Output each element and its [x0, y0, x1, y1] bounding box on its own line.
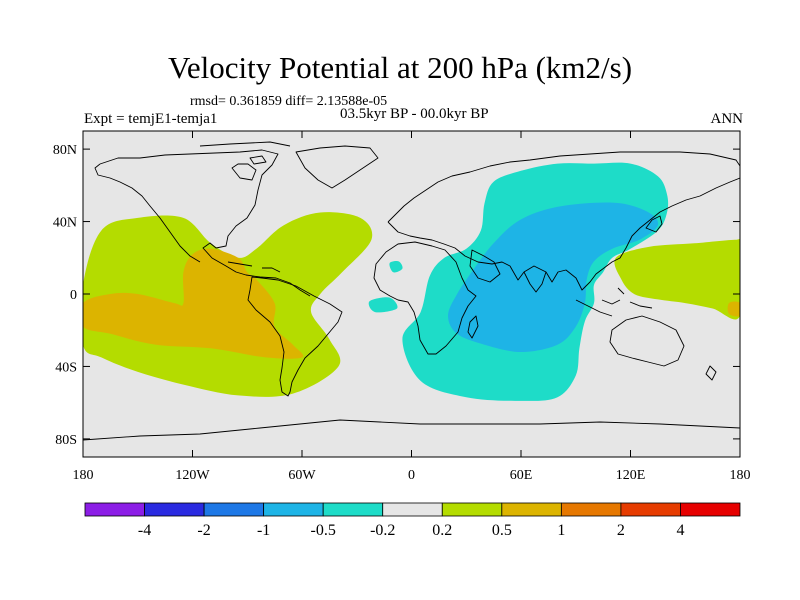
coastline-caribbean	[227, 261, 281, 273]
coastline-maritime	[575, 287, 653, 317]
experiment-label: Expt = temjE1-temja1	[84, 111, 218, 127]
x-tick-label: 180	[73, 468, 94, 483]
coastline-australia	[609, 315, 685, 367]
coastline-south-america	[247, 276, 343, 397]
y-tick-label: 40S	[55, 360, 77, 375]
contour-region-dateline-spot	[727, 301, 740, 317]
x-tick-label: 120E	[616, 468, 646, 483]
colorbar-label: 1	[557, 522, 565, 539]
x-tick-label: 120W	[175, 468, 210, 483]
contour-region-indian-ocean-core	[448, 202, 659, 352]
colorbar-label: -2	[197, 522, 210, 539]
colorbar-label: -0.5	[311, 522, 336, 539]
period-label: 03.5kyr BP - 00.0kyr BP	[340, 106, 489, 122]
colorbar-label: -4	[138, 522, 151, 539]
coastline-arabia	[469, 249, 501, 283]
coastline-africa	[373, 241, 477, 355]
coastline-antarctica	[83, 419, 740, 441]
colorbar-label: 4	[676, 522, 684, 539]
contour-fill-layer	[83, 162, 740, 401]
colorbar-swatch	[560, 502, 622, 517]
colorbar-label: -1	[257, 522, 270, 539]
colorbar-swatch	[680, 502, 741, 517]
coastline-new-zealand	[705, 365, 717, 381]
colorbar-swatch	[382, 502, 443, 517]
coastline-hudson-bay	[231, 163, 257, 181]
colorbar: -4 -2 -1 -0.5 -0.2 0.2 0.5 1 2 4	[84, 502, 741, 539]
map-axes: 180 120W 60W 0 60E 120E 180 80N 40N 0 40S 80S	[53, 131, 751, 483]
colorbar-swatch	[203, 502, 265, 517]
colorbar-label: 0.2	[432, 522, 452, 539]
colorbar-label: 0.5	[492, 522, 512, 539]
coastline-alaska	[94, 163, 201, 263]
colorbar-swatch	[84, 502, 145, 517]
contour-region-gulf-of-guinea-small	[368, 297, 398, 313]
colorbar-swatch	[620, 502, 681, 517]
colorbar-swatch	[441, 502, 503, 517]
colorbar-label: -0.2	[370, 522, 395, 539]
colorbar-swatch	[263, 502, 324, 517]
y-tick-label: 40N	[53, 216, 77, 231]
coastline-arctic-islands	[199, 141, 291, 165]
coastline-eurasia	[387, 151, 740, 291]
coastline-japan	[645, 215, 663, 233]
coastline-north-america	[99, 149, 311, 297]
x-tick-label: 60E	[510, 468, 533, 483]
statistics-label: rmsd= 0.361859 diff= 2.13588e-05	[190, 94, 388, 109]
y-tick-label: 0	[70, 288, 77, 303]
coastline-madagascar	[467, 315, 479, 339]
contour-region-pacific-americas-core	[83, 248, 304, 359]
x-tick-label: 60W	[288, 468, 316, 483]
y-tick-label: 80S	[55, 433, 77, 448]
contour-region-west-africa-small	[389, 261, 403, 273]
contour-region-west-pacific-positive	[614, 238, 740, 320]
coastline-india	[523, 271, 547, 293]
coastline-greenland	[295, 145, 379, 189]
x-tick-label: 180	[730, 468, 751, 483]
season-label: ANN	[710, 111, 744, 127]
colorbar-swatch	[144, 502, 205, 517]
colorbar-swatch	[322, 502, 384, 517]
x-tick-label: 0	[408, 468, 415, 483]
y-tick-label: 80N	[53, 143, 77, 158]
coastline-layer	[83, 141, 740, 441]
colorbar-swatch	[501, 502, 562, 517]
colorbar-label: 2	[617, 522, 625, 539]
chart-title: Velocity Potential at 200 hPa (km2/s)	[167, 50, 633, 85]
